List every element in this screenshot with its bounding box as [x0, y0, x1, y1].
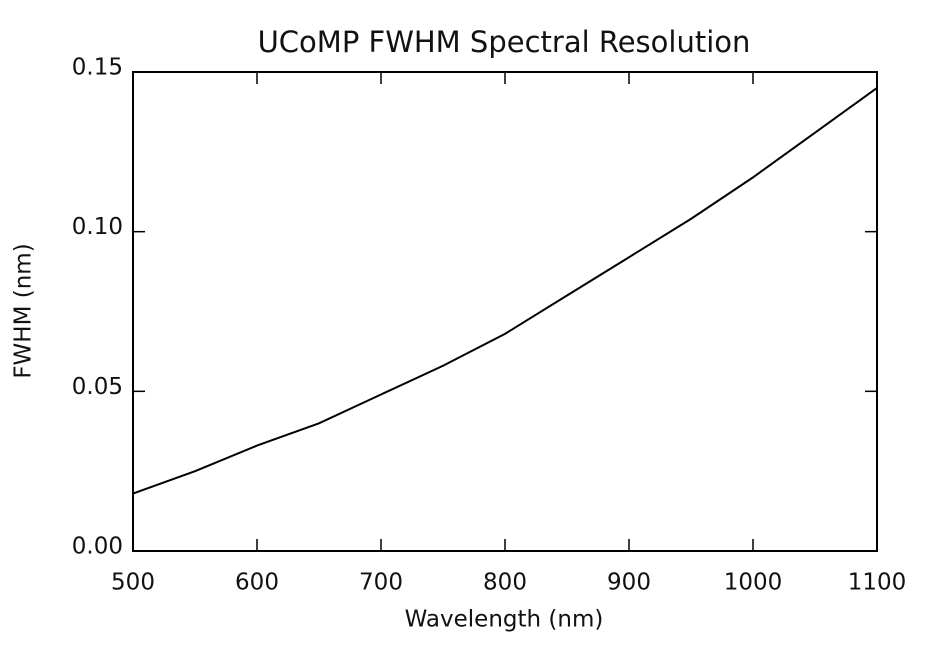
y-tick-label: 0.10 — [72, 214, 123, 240]
chart-title: UCoMP FWHM Spectral Resolution — [258, 25, 751, 59]
y-tick-label: 0.00 — [72, 534, 123, 560]
x-tick-label: 900 — [607, 570, 651, 596]
x-tick-label: 600 — [235, 570, 279, 596]
x-tick-label: 1100 — [848, 570, 907, 596]
x-tick-label: 1000 — [724, 570, 783, 596]
y-tick-label: 0.15 — [72, 55, 123, 81]
x-tick-label: 800 — [483, 570, 527, 596]
y-tick-label: 0.05 — [72, 374, 123, 400]
y-axis-label: FWHM (nm) — [11, 243, 37, 378]
x-axis-label: Wavelength (nm) — [405, 607, 604, 633]
data-line — [132, 87, 878, 495]
x-tick-label: 500 — [111, 570, 155, 596]
plot-frame — [132, 71, 878, 552]
x-tick-label: 700 — [359, 570, 403, 596]
